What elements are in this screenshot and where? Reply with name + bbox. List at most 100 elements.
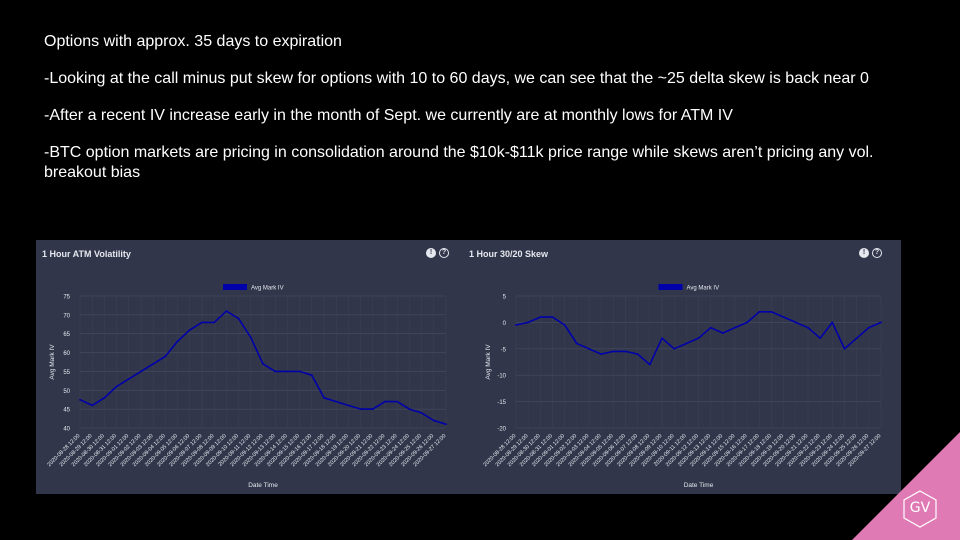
y-axis-label: Avg Mark IV xyxy=(49,344,56,380)
note-line: -Looking at the call minus put skew for … xyxy=(44,70,869,87)
chart-title: 1 Hour 30/20 Skew xyxy=(469,249,549,259)
data-point xyxy=(551,316,554,319)
data-point xyxy=(734,326,736,329)
help-icon[interactable]: ? xyxy=(439,248,449,258)
y-tick-label: 0 xyxy=(503,321,507,327)
y-tick-label: 50 xyxy=(63,389,70,395)
data-point xyxy=(807,326,809,329)
y-tick-label: -5 xyxy=(501,347,507,353)
data-point xyxy=(262,362,264,365)
data-point xyxy=(298,370,301,373)
data-point xyxy=(371,408,374,411)
note-line: -After a recent IV increase early in the… xyxy=(44,107,733,124)
data-point xyxy=(347,404,350,407)
y-tick-label: 70 xyxy=(63,313,70,319)
data-point xyxy=(855,337,858,340)
data-point xyxy=(445,423,447,426)
data-point xyxy=(176,340,179,343)
y-axis-label: Avg Mark IV xyxy=(485,344,492,380)
info-icon[interactable]: ! xyxy=(859,248,869,258)
brand-corner xyxy=(852,432,960,540)
data-point xyxy=(515,324,517,326)
data-point xyxy=(91,404,94,407)
panel-icons: ! ? xyxy=(426,248,449,258)
legend-swatch xyxy=(223,284,247,290)
data-point xyxy=(286,370,289,373)
data-point xyxy=(323,396,325,399)
gv-logo-icon xyxy=(903,490,937,528)
data-point xyxy=(588,347,590,350)
data-point xyxy=(867,326,870,329)
info-icon[interactable]: ! xyxy=(426,248,436,258)
y-tick-label: -10 xyxy=(497,374,506,380)
data-point xyxy=(384,400,386,403)
panel-icons: ! ? xyxy=(859,248,882,258)
data-point xyxy=(624,350,627,353)
x-axis-label: Date Time xyxy=(684,482,714,489)
legend-swatch xyxy=(658,284,683,290)
data-point xyxy=(420,412,423,414)
data-point xyxy=(225,310,228,312)
y-tick-label: 60 xyxy=(63,351,70,357)
data-point xyxy=(782,316,785,319)
data-point xyxy=(310,374,313,377)
data-point xyxy=(673,347,676,350)
notes: Options with approx. 35 days to expirati… xyxy=(44,32,924,200)
y-tick-label: 55 xyxy=(63,370,70,376)
y-tick-label: 65 xyxy=(63,332,70,338)
data-point xyxy=(697,337,700,340)
data-point xyxy=(636,353,639,355)
y-tick-label: 45 xyxy=(63,408,70,414)
data-point xyxy=(661,337,663,340)
skew-panel: 1 Hour 30/20 Skew ! ? -20 -15 -10 -5 0 5 2020-… xyxy=(463,240,901,494)
data-point xyxy=(721,332,724,334)
data-point xyxy=(539,316,542,319)
data-point xyxy=(794,321,797,324)
data-point xyxy=(831,321,834,324)
legend-label: Avg Mark IV xyxy=(251,286,284,292)
data-point xyxy=(127,378,130,380)
data-point xyxy=(79,398,81,401)
data-point xyxy=(843,347,846,350)
data-point xyxy=(188,329,191,331)
data-point xyxy=(408,408,411,411)
data-point xyxy=(770,310,773,313)
y-tick-label: -20 xyxy=(497,427,506,433)
data-point xyxy=(432,419,435,422)
data-point xyxy=(213,321,216,324)
data-point xyxy=(575,342,578,345)
data-point xyxy=(563,324,566,326)
y-tick-label: 5 xyxy=(503,295,507,301)
chart-title: 1 Hour ATM Volatility xyxy=(42,249,131,259)
data-point xyxy=(237,317,240,320)
data-point xyxy=(359,408,362,411)
data-point xyxy=(648,363,651,366)
data-point xyxy=(612,350,615,353)
logo-text: GV xyxy=(909,500,931,516)
data-point xyxy=(115,385,118,388)
help-icon[interactable]: ? xyxy=(872,248,882,258)
data-point xyxy=(152,362,155,365)
data-point xyxy=(274,370,277,373)
data-point xyxy=(819,337,822,340)
y-tick-label: 40 xyxy=(63,427,70,433)
data-point xyxy=(746,321,749,324)
x-axis-label: Date Time xyxy=(248,482,278,489)
note-line: Options with approx. 35 days to expirati… xyxy=(44,33,342,50)
data-point xyxy=(249,336,252,339)
data-point xyxy=(880,321,882,324)
data-point xyxy=(140,370,142,373)
atm-volatility-panel: 1 Hour ATM Volatility ! ? 40 45 50 55 60 65 70… xyxy=(36,240,463,494)
data-point xyxy=(201,321,203,324)
data-point xyxy=(164,355,167,358)
legend-label: Avg Mark IV xyxy=(687,286,720,292)
data-point xyxy=(709,326,712,329)
note-line: -BTC option markets are pricing in conso… xyxy=(44,144,874,181)
y-tick-label: -15 xyxy=(497,400,506,406)
data-point xyxy=(103,396,106,399)
data-point xyxy=(527,321,530,324)
data-point xyxy=(685,342,688,345)
data-point xyxy=(758,310,761,313)
